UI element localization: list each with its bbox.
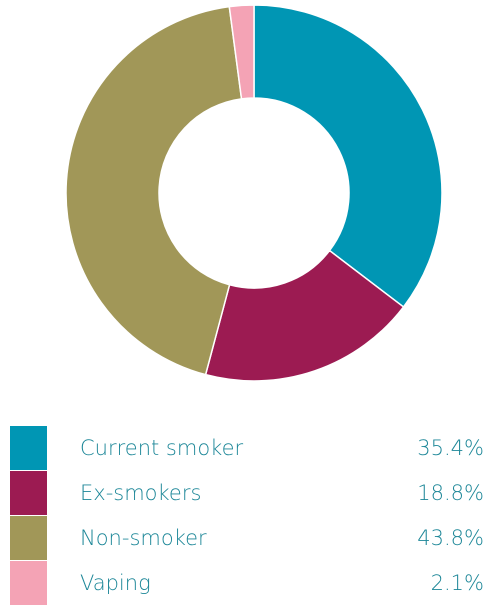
legend-label-ex-smokers: Ex-smokers [80, 481, 202, 505]
legend-label-non-smoker: Non-smoker [80, 526, 207, 550]
legend-swatch-non-smoker [10, 516, 47, 560]
legend-value-ex-smokers: 18.8% [417, 481, 484, 505]
slice-vaping [228, 4, 255, 100]
legend-label-vaping: Vaping [80, 571, 151, 595]
legend-item-current-smoker: Current smoker 35.4% [10, 426, 488, 470]
legend-value-vaping: 2.1% [430, 571, 484, 595]
slice-current-smoker [253, 4, 443, 309]
legend-item-vaping: Vaping 2.1% [10, 561, 488, 605]
legend: Current smoker 35.4% Ex-smokers 18.8% No… [10, 426, 488, 605]
slice-non-smoker [65, 5, 243, 376]
slice-ex-smokers [204, 249, 405, 382]
legend-swatch-ex-smokers [10, 471, 47, 515]
legend-swatch-vaping [10, 561, 47, 605]
legend-label-current-smoker: Current smoker [80, 436, 244, 460]
legend-swatch-current-smoker [10, 426, 47, 470]
legend-value-current-smoker: 35.4% [417, 436, 484, 460]
donut-chart [65, 4, 443, 382]
legend-item-non-smoker: Non-smoker 43.8% [10, 516, 488, 560]
legend-value-non-smoker: 43.8% [417, 526, 484, 550]
legend-item-ex-smokers: Ex-smokers 18.8% [10, 471, 488, 515]
